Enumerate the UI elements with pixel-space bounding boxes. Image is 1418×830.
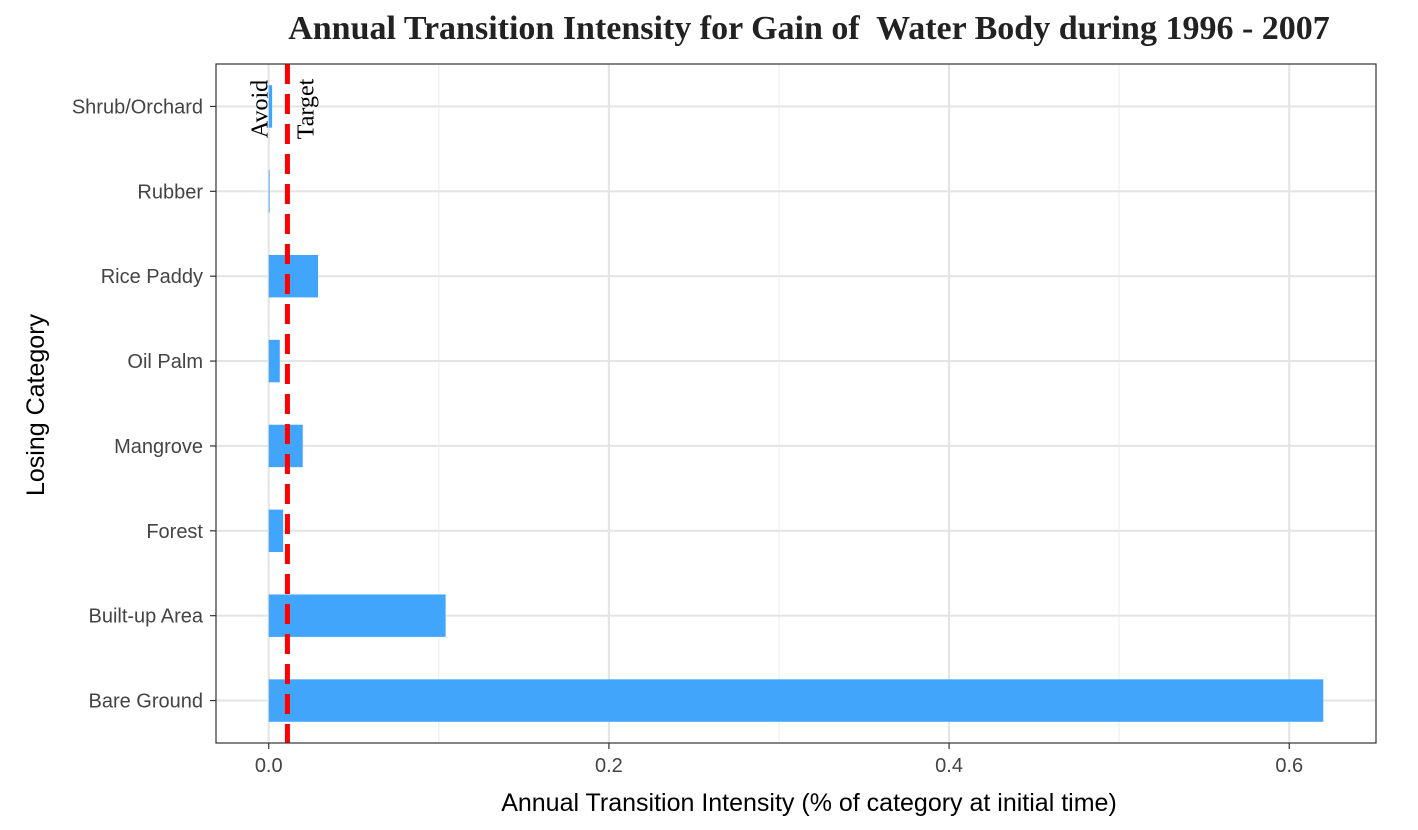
y-tick-label: Oil Palm <box>127 351 203 373</box>
bar <box>268 679 1324 722</box>
bars <box>268 85 1324 722</box>
plot-panel <box>216 64 1376 743</box>
y-tick-label: Shrub/Orchard <box>72 96 203 118</box>
gridlines <box>216 64 1376 743</box>
bar <box>268 339 280 383</box>
plot-area: Shrub/Orchard Rubber Rice Paddy Oil Palm Man… <box>72 63 1377 777</box>
y-tick-label: Rice Paddy <box>101 266 203 288</box>
bar <box>268 509 284 553</box>
y-tick-label: Forest <box>146 521 203 543</box>
y-axis-title: Losing Category <box>22 313 50 496</box>
bar <box>268 170 270 213</box>
y-tick-label: Bare Ground <box>88 691 203 713</box>
plot-border <box>215 63 1377 744</box>
y-axis: Shrub/Orchard Rubber Rice Paddy Oil Palm Man… <box>72 96 216 713</box>
x-tick-label: 0.0 <box>255 755 283 777</box>
avoid-annotation: Avoid <box>247 80 273 138</box>
x-axis-title: Annual Transition Intensity (% of catego… <box>501 789 1117 817</box>
y-tick-label: Rubber <box>137 181 203 203</box>
bar <box>268 594 446 637</box>
x-tick-label: 0.4 <box>935 755 963 777</box>
x-axis: 0.0 0.2 0.4 0.6 <box>255 743 1303 777</box>
bar <box>268 85 273 128</box>
x-tick-label: 0.6 <box>1275 755 1303 777</box>
chart-title: Annual Transition Intensity for Gain of … <box>288 10 1330 47</box>
bar <box>268 254 319 298</box>
x-tick-label: 0.2 <box>595 755 623 777</box>
y-tick-label: Built-up Area <box>88 606 203 628</box>
y-tick-label: Mangrove <box>114 436 203 458</box>
target-annotation: Target <box>293 78 319 139</box>
